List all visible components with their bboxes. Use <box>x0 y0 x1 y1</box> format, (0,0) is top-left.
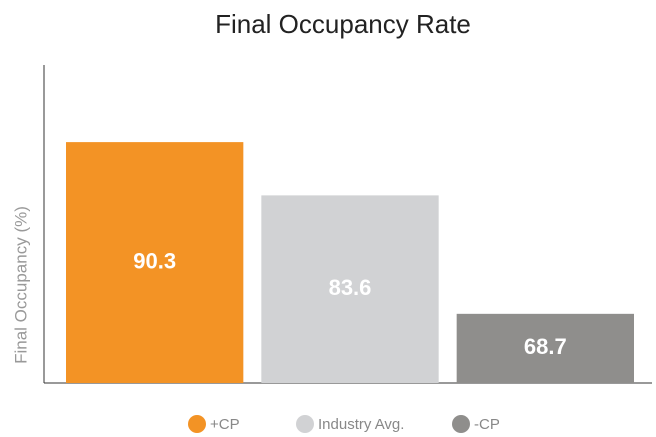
legend-label: -CP <box>474 416 500 433</box>
y-axis-label: Final Occupancy (%) <box>11 206 30 364</box>
bar <box>261 195 439 383</box>
data-label: 90.3 <box>133 248 176 273</box>
chart-title: Final Occupancy Rate <box>215 9 471 39</box>
legend-label: Industry Avg. <box>318 416 404 433</box>
bar <box>456 313 634 383</box>
data-label: 68.7 <box>524 334 567 359</box>
data-label: 83.6 <box>329 275 372 300</box>
bar <box>66 142 244 383</box>
legend-label: +CP <box>210 416 240 433</box>
legend-swatch <box>188 415 206 433</box>
legend-swatch <box>452 415 470 433</box>
legend-swatch <box>296 415 314 433</box>
